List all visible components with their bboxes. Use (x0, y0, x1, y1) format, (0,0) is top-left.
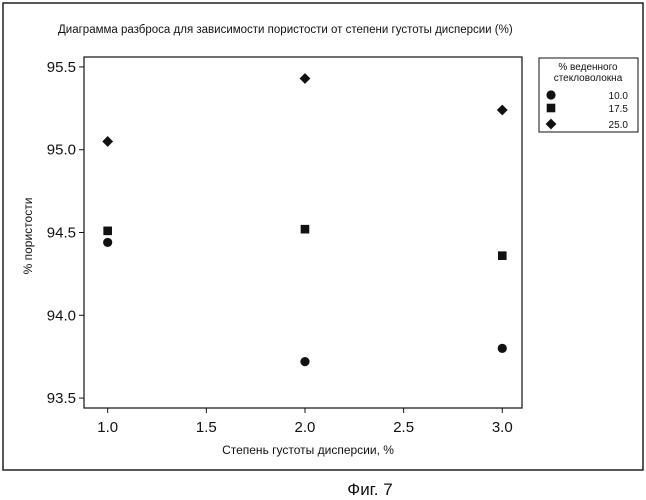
point-circle-10.0 (498, 344, 507, 353)
legend-marker-circle (546, 90, 555, 99)
legend-label: 25.0 (609, 120, 629, 131)
data-points (102, 73, 507, 366)
axis-ticks: 1.0 1.5 2.0 2.5 3.0 93.5 94.0 94.5 95.0 95.5 (47, 59, 513, 436)
x-tick-label: 2.0 (295, 419, 316, 436)
legend-title-line-1: % веденного (558, 62, 618, 73)
point-square-17.5 (301, 225, 310, 234)
legend: % веденного стекловолокна 10.0 17.5 25.0 (539, 58, 638, 132)
legend-label: 17.5 (609, 104, 629, 115)
y-tick-label: 93.5 (47, 390, 76, 407)
chart-title: Диаграмма разброса для зависимости порис… (58, 24, 513, 36)
legend-marker-square (547, 104, 556, 113)
point-circle-10.0 (103, 238, 112, 247)
x-tick-label: 3.0 (492, 419, 513, 436)
y-tick-label: 95.0 (47, 142, 76, 159)
x-tick-label: 2.5 (393, 419, 414, 436)
y-tick-label: 94.0 (47, 307, 76, 324)
y-tick-label: 95.5 (47, 59, 76, 76)
point-circle-10.0 (300, 357, 309, 366)
x-tick-label: 1.0 (97, 419, 118, 436)
figure-caption: Фиг. 7 (347, 480, 392, 499)
point-square-17.5 (498, 251, 507, 260)
point-diamond-25.0 (102, 136, 113, 147)
y-tick-label: 94.5 (47, 225, 76, 242)
point-diamond-25.0 (300, 73, 311, 84)
point-square-17.5 (103, 227, 112, 236)
point-diamond-25.0 (497, 105, 508, 116)
x-axis-label: Степень густоты дисперсии, % (222, 443, 394, 457)
y-axis-label: % пористости (21, 198, 35, 275)
x-tick-label: 1.5 (196, 419, 217, 436)
legend-title-line-2: стекловолокна (554, 73, 623, 84)
legend-label: 10.0 (609, 91, 629, 102)
